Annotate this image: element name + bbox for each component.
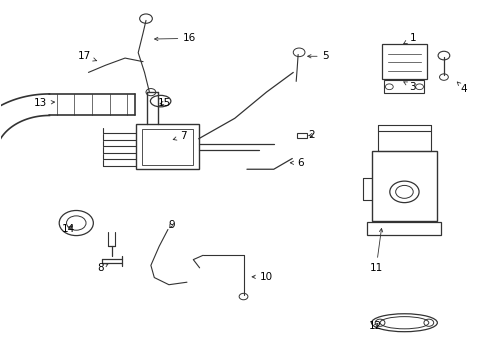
Text: 8: 8 [97,263,108,273]
Text: 2: 2 [307,130,314,140]
Bar [297,133,306,138]
Text: 17: 17 [78,51,97,61]
Text: 1: 1 [403,33,415,44]
Bar [381,44,426,79]
Text: 13: 13 [34,98,55,108]
Bar [377,131,430,151]
Text: 5: 5 [307,51,328,61]
Text: 4: 4 [456,82,466,94]
Text: 9: 9 [168,220,174,230]
Text: 12: 12 [368,321,381,331]
Text: 16: 16 [154,33,196,43]
Text: 10: 10 [252,272,272,282]
Text: 14: 14 [61,224,75,234]
Text: 7: 7 [173,131,186,141]
Bar [384,80,424,93]
Text: 3: 3 [403,82,415,92]
Bar [136,125,198,169]
Bar [366,222,441,235]
Bar [142,129,192,165]
Bar [371,151,436,221]
Text: 15: 15 [157,98,170,108]
Text: 6: 6 [290,158,303,168]
Text: 11: 11 [369,229,382,273]
